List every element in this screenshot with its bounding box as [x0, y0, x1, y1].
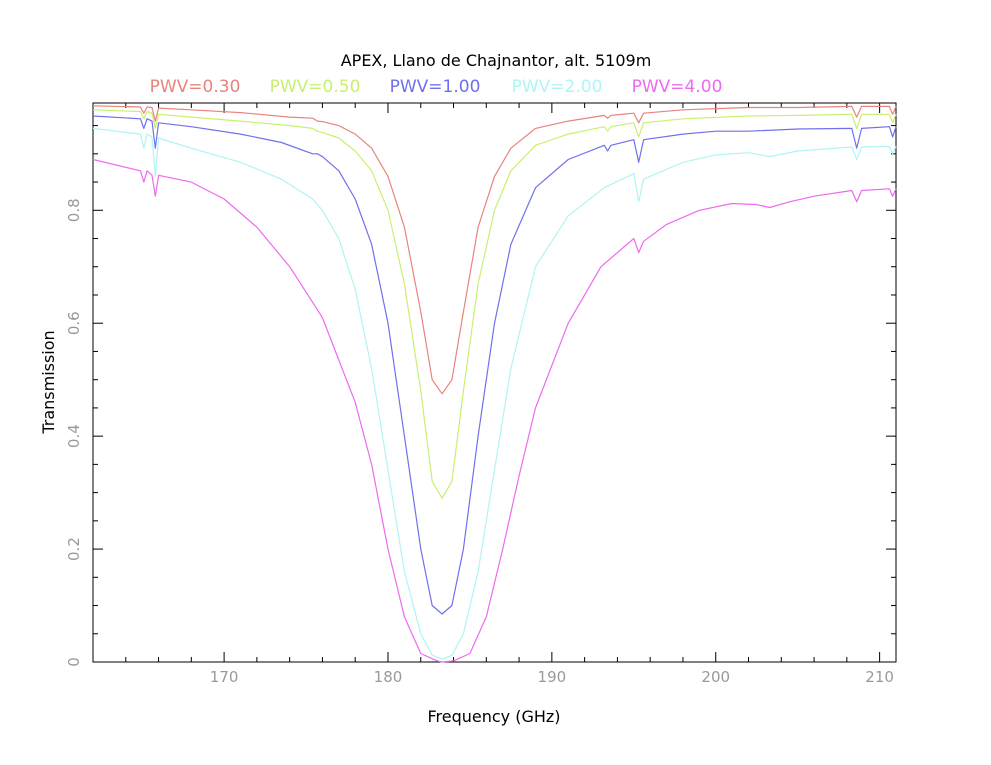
- x-tick-label: 170: [210, 668, 239, 686]
- x-tick-label: 200: [701, 668, 730, 686]
- y-axis: 0 0.2 0.4 0.6 0.8: [65, 125, 896, 667]
- x-tick-label: 190: [538, 668, 567, 686]
- legend-entry-2: PWV=0.50: [270, 77, 361, 97]
- legend: PWV=0.30 PWV=0.50 PWV=1.00 PWV=2.00 PWV=4.00: [150, 77, 723, 97]
- x-tick-label: 210: [865, 668, 894, 686]
- x-axis-label: Frequency (GHz): [427, 707, 560, 726]
- y-tick-label: 0.2: [65, 537, 83, 561]
- y-tick-label: 0: [65, 657, 83, 667]
- y-axis-label: Transmission: [39, 330, 58, 434]
- y-tick-label: 0.6: [65, 311, 83, 335]
- y-tick-label: 0.8: [65, 198, 83, 222]
- x-axis: 170 180 190 200 210: [125, 103, 894, 686]
- series-line-5: [92, 158, 897, 663]
- series-line-4: [92, 127, 897, 660]
- legend-entry-5: PWV=4.00: [632, 77, 723, 97]
- x-tick-label: 180: [374, 668, 403, 686]
- legend-entry-1: PWV=0.30: [150, 77, 241, 97]
- series-group: [92, 105, 897, 663]
- chart-title: APEX, Llano de Chajnantor, alt. 5109m: [341, 51, 652, 70]
- y-tick-label: 0.4: [65, 424, 83, 448]
- plot-frame: [92, 102, 897, 663]
- legend-entry-3: PWV=1.00: [390, 77, 481, 97]
- series-line-3: [92, 115, 897, 615]
- series-line-1: [92, 105, 897, 395]
- series-line-2: [92, 109, 897, 499]
- legend-entry-4: PWV=2.00: [512, 77, 603, 97]
